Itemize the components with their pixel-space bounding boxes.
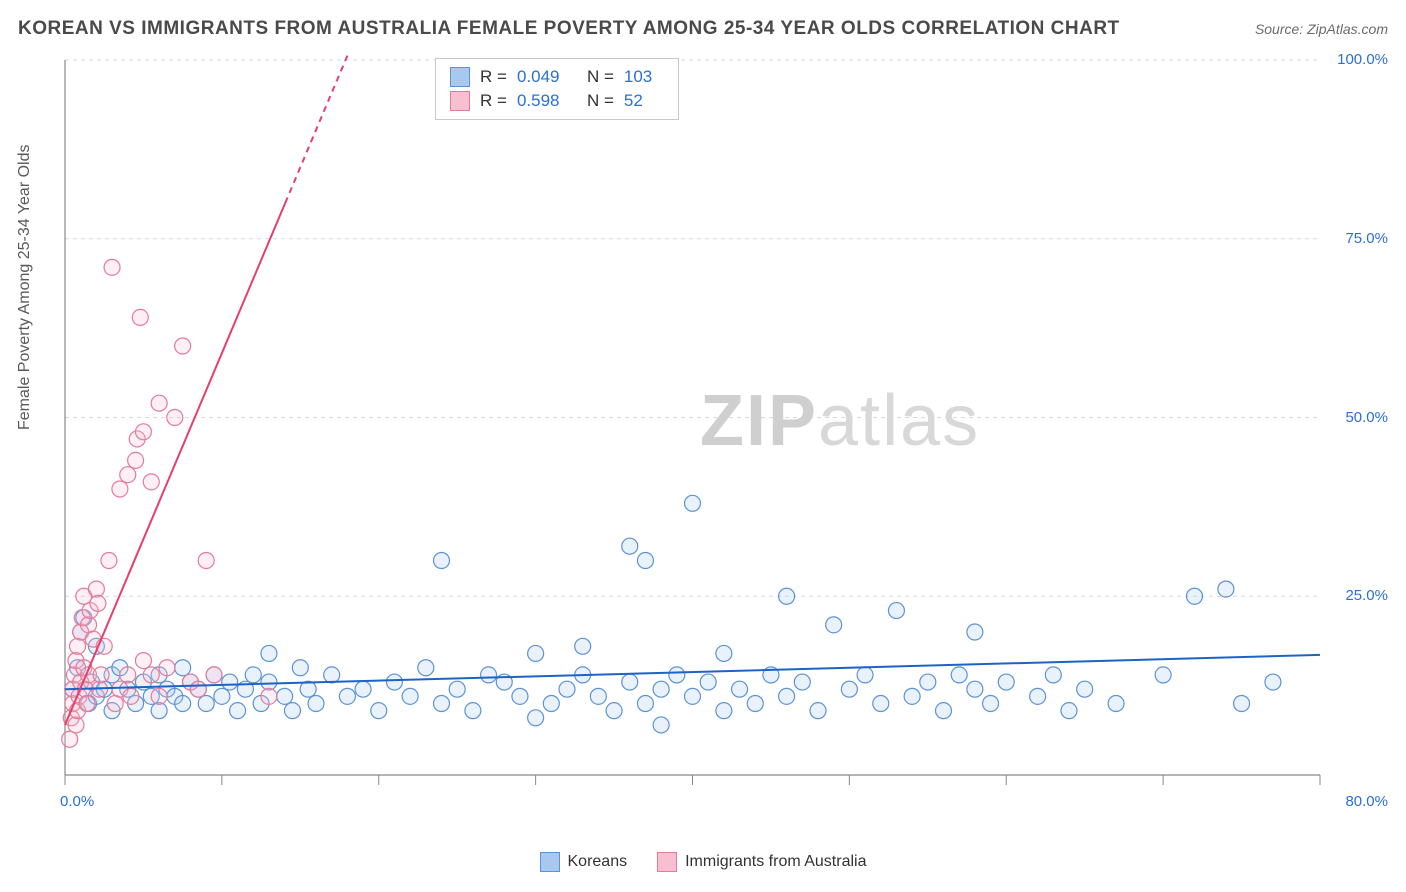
legend-label: Immigrants from Australia [685,853,866,871]
title-bar: KOREAN VS IMMIGRANTS FROM AUSTRALIA FEMA… [18,18,1388,40]
legend-swatch [657,852,677,872]
series-immigrants-from-australia [62,259,277,747]
stats-row: R = 0.049 N = 103 [450,65,664,89]
r-label: R = [480,91,507,111]
r-label: R = [480,67,507,87]
n-value: 103 [624,67,664,87]
y-tick-label: 50.0% [1345,409,1388,426]
scatter-chart [55,55,1390,830]
legend-swatch [540,852,560,872]
source-label: Source: ZipAtlas.com [1255,21,1388,37]
x-tick-label: 0.0% [60,793,94,810]
x-tick-label: 80.0% [1345,793,1388,810]
legend-item: Koreans [540,852,628,872]
legend-label: Koreans [568,853,628,871]
y-tick-label: 100.0% [1337,51,1388,68]
bottom-legend: Koreans Immigrants from Australia [0,852,1406,872]
n-label: N = [587,91,614,111]
series-koreans [65,495,1281,733]
legend-swatch [450,91,470,111]
plot-area [55,55,1390,830]
legend-item: Immigrants from Australia [657,852,866,872]
stats-row: R = 0.598 N = 52 [450,89,664,113]
n-value: 52 [624,91,664,111]
y-axis-label: Female Poverty Among 25-34 Year Olds [16,145,34,431]
r-value: 0.598 [517,91,577,111]
stats-legend-box: R = 0.049 N = 103 R = 0.598 N = 52 [435,58,679,120]
chart-title: KOREAN VS IMMIGRANTS FROM AUSTRALIA FEMA… [18,18,1120,40]
r-value: 0.049 [517,67,577,87]
n-label: N = [587,67,614,87]
y-tick-label: 25.0% [1345,587,1388,604]
legend-swatch [450,67,470,87]
y-tick-label: 75.0% [1345,230,1388,247]
